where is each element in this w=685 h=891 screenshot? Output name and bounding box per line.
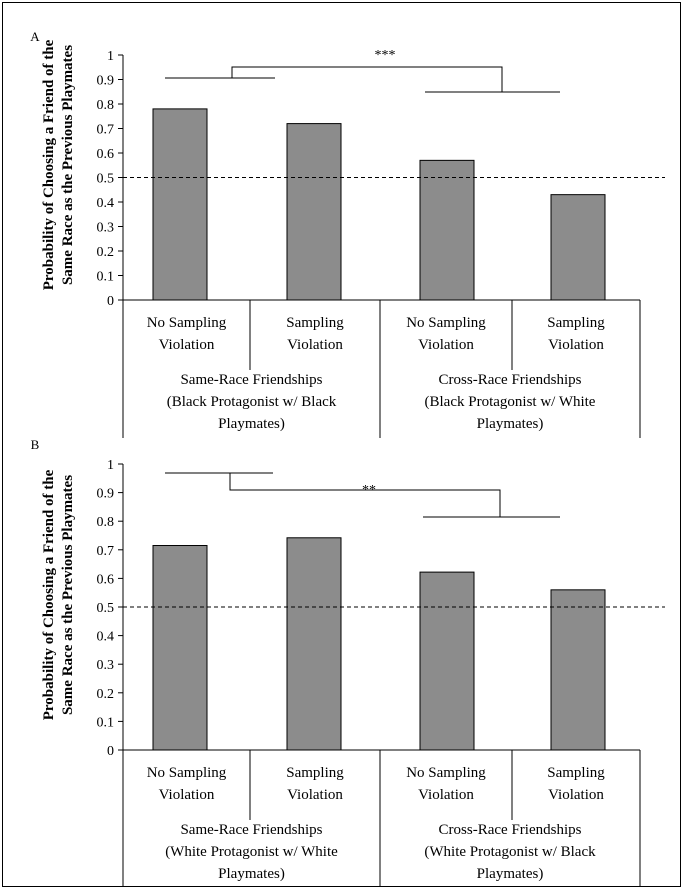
y-tick-label: 0.4 — [97, 196, 115, 211]
x-category-label: Sampling — [547, 315, 605, 331]
x-group-label: (Black Protagonist w/ White — [425, 394, 596, 410]
panel-label: B — [31, 437, 40, 452]
significance-bracket — [231, 66, 503, 92]
x-group-label: Cross-Race Friendships — [439, 372, 582, 388]
y-axis-title-line: Probability of Choosing a Friend of the — [41, 39, 57, 290]
x-category-label: Violation — [548, 787, 604, 803]
y-tick-label: 0.4 — [97, 630, 115, 645]
x-category-label: Violation — [287, 787, 343, 803]
x-group-label: Same-Race Friendships — [180, 372, 322, 388]
x-group-label: Playmates) — [218, 866, 285, 882]
bar — [152, 545, 208, 751]
x-group-label: Same-Race Friendships — [180, 822, 322, 838]
x-category-label: No Sampling — [147, 315, 227, 331]
bar — [152, 108, 208, 301]
y-tick-label: 0.1 — [97, 715, 115, 730]
y-tick-label: 0.2 — [97, 687, 115, 702]
x-category-label: Violation — [418, 787, 474, 803]
y-tick-label: 0.8 — [97, 98, 115, 113]
x-group-label: (Black Protagonist w/ Black — [167, 394, 337, 410]
y-tick-label: 0.9 — [97, 487, 115, 502]
y-tick-label: 0.3 — [97, 658, 115, 673]
y-tick-label: 0.5 — [97, 601, 115, 616]
y-axis-title-line: Same Race as the Previous Playmates — [60, 45, 76, 285]
y-axis-title: Probability of Choosing a Friend of the S… — [41, 469, 76, 720]
y-tick-label: 0.2 — [97, 245, 115, 260]
y-tick-label: 0 — [107, 744, 114, 759]
bar — [419, 571, 475, 751]
bar — [286, 537, 342, 751]
y-tick-label: 0.5 — [97, 172, 115, 187]
x-category-label: Violation — [159, 337, 215, 353]
x-category-label: Violation — [287, 337, 343, 353]
y-tick-label: 0 — [107, 294, 114, 309]
y-tick-label: 1 — [107, 458, 114, 473]
x-group-label: Cross-Race Friendships — [439, 822, 582, 838]
x-category-label: No Sampling — [406, 315, 486, 331]
y-tick-label: 1 — [107, 49, 114, 64]
y-tick-label: 0.3 — [97, 221, 115, 236]
x-group-label: Playmates) — [477, 866, 544, 882]
y-axis-title: Probability of Choosing a Friend of the S… — [41, 39, 76, 290]
y-tick-label: 0.7 — [97, 123, 115, 138]
y-tick-label: 0.7 — [97, 544, 115, 559]
y-tick-label: 0.1 — [97, 270, 115, 285]
panel-label: A — [30, 29, 40, 44]
y-axis-title-line: Same Race as the Previous Playmates — [60, 475, 76, 715]
x-category-label: Violation — [548, 337, 604, 353]
x-category-label: Sampling — [547, 765, 605, 781]
significance-stars: ** — [362, 483, 376, 498]
significance-bracket — [229, 473, 501, 517]
x-category-label: Violation — [418, 337, 474, 353]
bar — [550, 194, 606, 301]
x-group-label: (White Protagonist w/ Black — [424, 844, 596, 860]
bar — [286, 123, 342, 301]
bar — [419, 159, 475, 301]
y-tick-label: 0.6 — [97, 147, 115, 162]
x-group-label: Playmates) — [477, 416, 544, 432]
x-category-label: Violation — [159, 787, 215, 803]
x-category-label: Sampling — [286, 315, 344, 331]
bar — [550, 589, 606, 751]
significance-stars: *** — [375, 48, 396, 63]
x-group-label: (White Protagonist w/ White — [165, 844, 338, 860]
y-axis-title-line: Probability of Choosing a Friend of the — [41, 469, 57, 720]
x-group-label: Playmates) — [218, 416, 285, 432]
x-category-label: No Sampling — [406, 765, 486, 781]
y-tick-label: 0.6 — [97, 572, 115, 587]
y-tick-label: 0.8 — [97, 515, 115, 530]
x-category-label: Sampling — [286, 765, 344, 781]
x-category-label: No Sampling — [147, 765, 227, 781]
y-tick-label: 0.9 — [97, 74, 115, 89]
